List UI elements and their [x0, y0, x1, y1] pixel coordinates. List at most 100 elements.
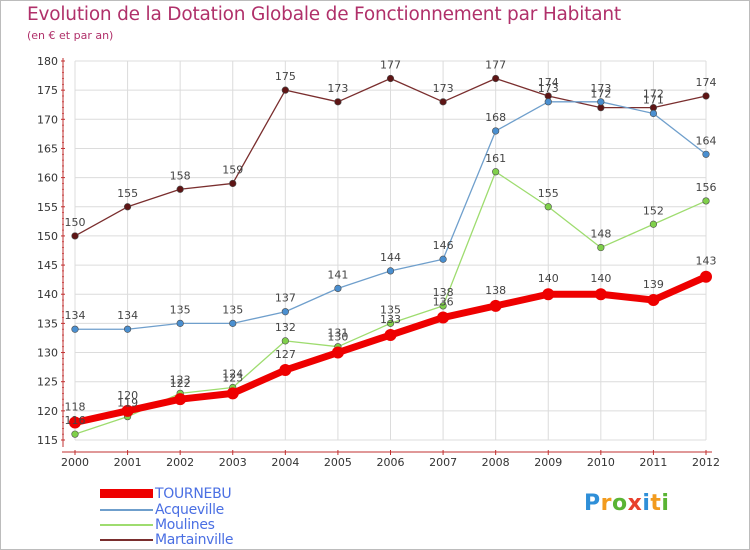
data-label-moulines: 131	[327, 327, 348, 340]
data-label-acqueville: 134	[117, 309, 138, 322]
data-label-martainville: 173	[433, 82, 454, 95]
data-point-tournebu	[489, 299, 502, 312]
x-tick-label: 2011	[639, 456, 667, 469]
y-tick-label: 115	[37, 434, 58, 447]
data-label-tournebu: 136	[433, 296, 454, 309]
data-point-martainville	[386, 74, 395, 83]
x-tick-label: 2000	[61, 456, 89, 469]
data-label-moulines: 156	[696, 181, 717, 194]
y-tick-label: 180	[37, 55, 58, 68]
legend-swatch-acqueville	[100, 509, 153, 511]
data-label-martainville: 158	[170, 169, 191, 182]
legend-label-acqueville: Acqueville	[155, 502, 224, 518]
data-label-tournebu: 143	[696, 255, 717, 268]
y-tick-label: 175	[37, 84, 58, 97]
data-label-acqueville: 137	[275, 292, 296, 305]
x-tick-label: 2008	[482, 456, 510, 469]
y-tick-label: 125	[37, 376, 58, 389]
data-label-tournebu: 118	[65, 401, 86, 414]
data-point-moulines	[649, 220, 658, 228]
data-point-tournebu	[542, 288, 555, 301]
data-point-tournebu	[331, 346, 344, 359]
brand-letter: o	[611, 491, 628, 516]
data-point-acqueville	[439, 255, 447, 263]
data-label-acqueville: 164	[696, 134, 717, 147]
brand-letter: t	[650, 491, 662, 516]
x-tick-label: 2002	[166, 456, 194, 469]
grid-lines	[74, 60, 707, 441]
x-tick-label: 2006	[377, 456, 405, 469]
x-tick-label: 2010	[587, 456, 615, 469]
data-label-tournebu: 138	[485, 284, 506, 297]
data-label-acqueville: 141	[327, 268, 348, 281]
legend-swatch-moulines	[100, 524, 153, 526]
brand-letter: i	[642, 491, 651, 516]
data-point-tournebu	[594, 288, 607, 301]
data-label-tournebu: 140	[538, 272, 559, 285]
legend-label-martainville: Martainville	[155, 532, 234, 548]
data-label-martainville: 159	[222, 163, 243, 176]
data-point-martainville	[229, 179, 237, 188]
x-tick-label: 2005	[324, 456, 352, 469]
data-label-tournebu: 127	[275, 348, 296, 361]
data-point-tournebu	[279, 364, 292, 377]
data-point-acqueville	[71, 325, 79, 333]
y-tick-label: 120	[37, 405, 58, 418]
y-tick-label: 170	[37, 113, 58, 126]
x-tick-label: 2007	[429, 456, 457, 469]
y-tick-label: 165	[37, 142, 58, 155]
data-label-martainville: 172	[590, 88, 611, 101]
data-point-moulines	[597, 243, 605, 252]
data-label-acqueville: 171	[643, 93, 664, 106]
data-point-acqueville	[386, 267, 395, 275]
data-label-acqueville: 135	[222, 303, 243, 316]
y-tick-label: 140	[37, 288, 58, 301]
data-label-martainville: 173	[327, 82, 348, 95]
data-point-martainville	[71, 232, 79, 240]
data-label-martainville: 175	[275, 70, 296, 83]
data-point-martainville	[702, 92, 710, 100]
data-label-moulines: 161	[485, 152, 506, 165]
data-label-martainville: 150	[65, 216, 86, 229]
chart-title: Evolution de la Dotation Globale de Fonc…	[27, 4, 621, 25]
data-point-moulines	[544, 203, 552, 211]
data-point-moulines	[492, 168, 500, 176]
data-label-moulines: 116	[65, 414, 86, 427]
y-tick-label: 145	[37, 259, 58, 272]
y-tick-label: 160	[37, 172, 58, 185]
data-point-acqueville	[229, 319, 237, 327]
data-point-martainville	[123, 203, 132, 211]
brand-logo: Proxiti	[584, 491, 669, 516]
data-label-martainville: 174	[538, 76, 559, 89]
data-label-tournebu: 133	[380, 313, 401, 326]
data-label-acqueville: 134	[65, 309, 86, 322]
data-label-moulines: 155	[538, 187, 559, 200]
data-label-martainville: 177	[485, 58, 506, 71]
data-point-acqueville	[334, 284, 342, 293]
data-label-martainville: 172	[643, 88, 664, 101]
x-tick-label: 2012	[692, 456, 720, 469]
y-tick-label: 150	[37, 230, 58, 243]
x-tick-label: 2004	[271, 456, 299, 469]
data-point-tournebu	[437, 311, 450, 324]
brand-letter: i	[661, 491, 670, 516]
data-label-moulines: 119	[117, 397, 138, 410]
data-label-moulines: 138	[433, 286, 454, 299]
data-label-acqueville: 173	[590, 82, 611, 95]
data-label-acqueville: 168	[485, 111, 506, 124]
data-label-tournebu: 123	[222, 371, 243, 384]
legend-label-tournebu: TOURNEBU	[155, 486, 232, 502]
data-point-tournebu	[384, 329, 397, 342]
chart-subtitle: (en € et par an)	[27, 29, 114, 42]
data-label-moulines: 124	[222, 368, 243, 381]
data-label-moulines: 148	[590, 228, 611, 241]
data-point-acqueville	[649, 109, 658, 118]
data-label-moulines: 132	[275, 321, 296, 334]
data-label-moulines: 135	[380, 303, 401, 316]
data-label-martainville: 155	[117, 187, 138, 200]
data-label-tournebu: 139	[643, 278, 664, 291]
data-label-acqueville: 135	[170, 303, 191, 316]
data-point-tournebu	[174, 393, 187, 406]
